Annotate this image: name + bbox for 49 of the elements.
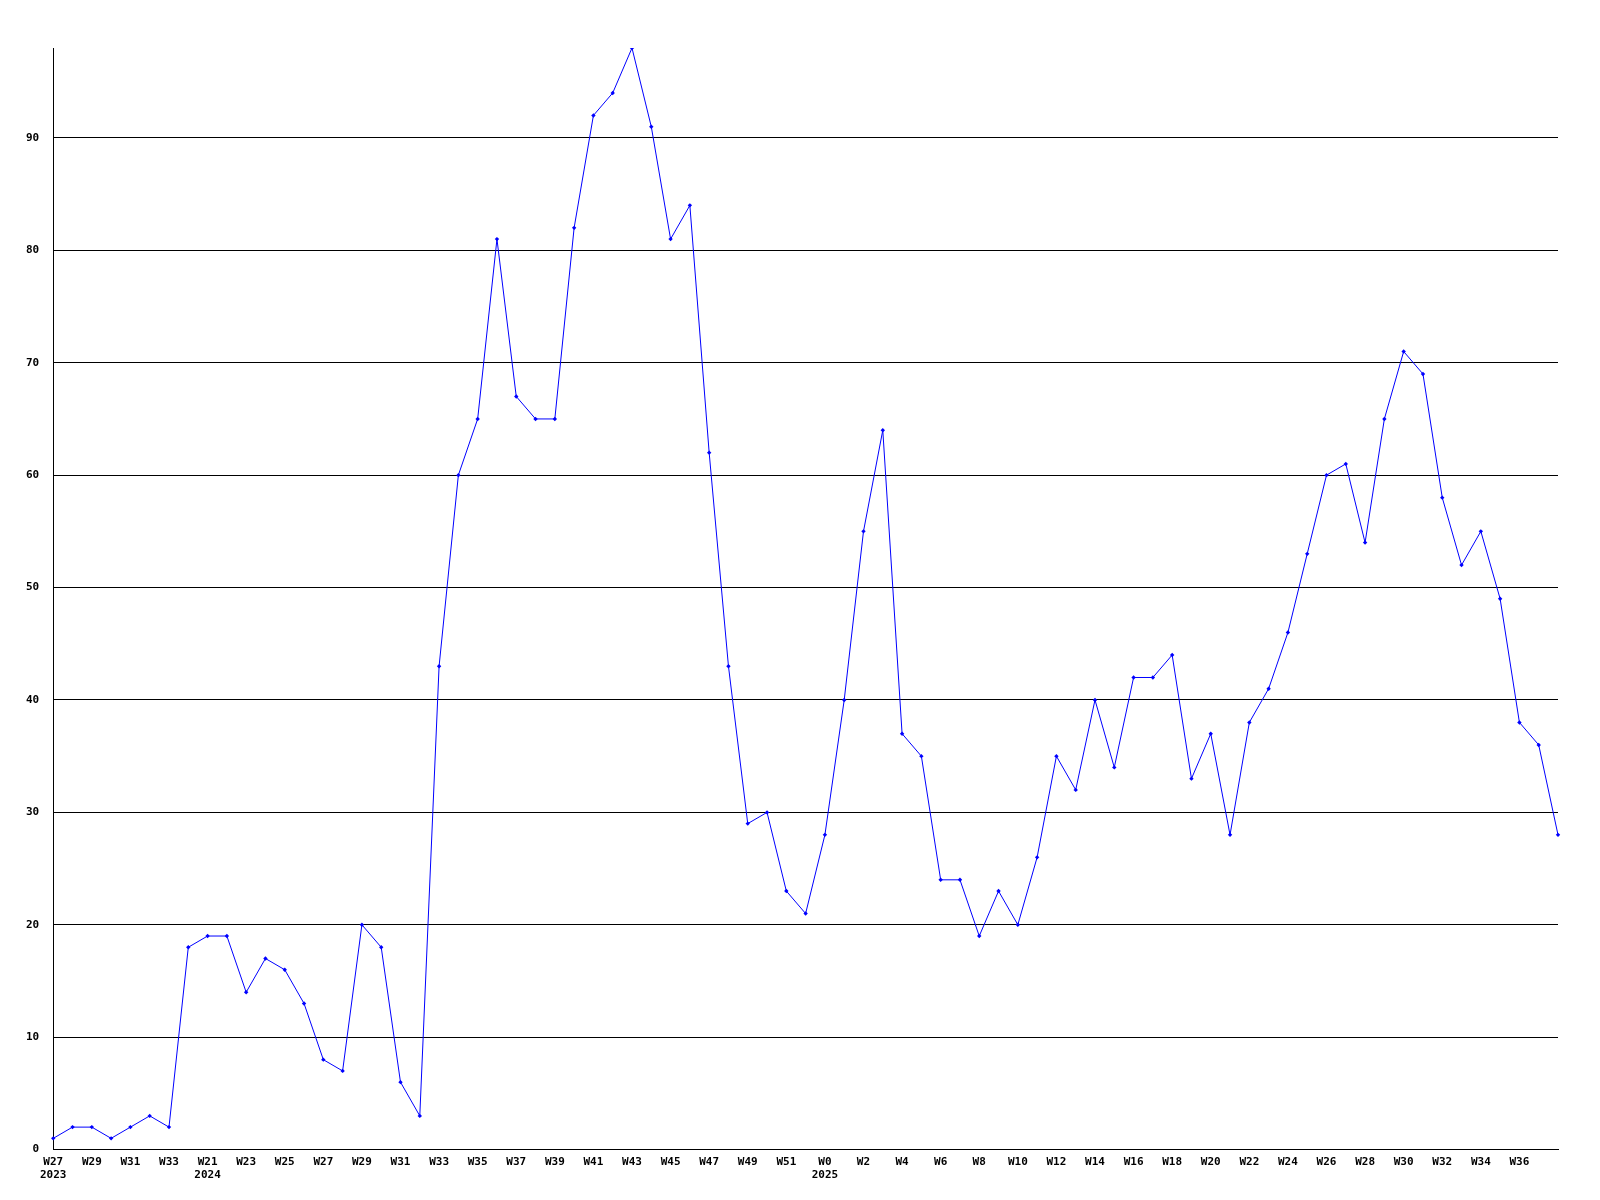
x-tick-label: W18 <box>1162 1155 1183 1169</box>
x-tick-label: W27 <box>313 1155 334 1169</box>
x-tick-label: W20 <box>1200 1155 1221 1169</box>
x-tick-label: W30 <box>1393 1155 1414 1169</box>
y-tick-label: 0 <box>32 1142 40 1156</box>
x-tick-label: W32 <box>1432 1155 1453 1169</box>
x-tick-label: W4 <box>895 1155 910 1169</box>
x-tick-label: W45 <box>660 1155 681 1169</box>
y-tick-label: 30 <box>26 805 40 819</box>
x-tick-label: W2 <box>856 1155 871 1169</box>
x-tick-label: W36 <box>1509 1155 1530 1169</box>
x-tick-label: W34 <box>1470 1155 1492 1169</box>
x-tick-label: W29 <box>351 1155 372 1169</box>
x-tick-label: W31 <box>120 1155 141 1169</box>
x-tick-label: W27 2023 <box>40 1155 67 1182</box>
x-tick-label: W24 <box>1277 1155 1299 1169</box>
x-tick-label: W41 <box>583 1155 604 1169</box>
x-tick-label: W22 <box>1239 1155 1260 1169</box>
y-tick-label: 60 <box>26 468 40 482</box>
x-tick-label: W33 <box>159 1155 179 1169</box>
x-tick-label: W25 <box>274 1155 295 1169</box>
x-tick-label: W51 <box>776 1155 797 1169</box>
y-tick-label: 50 <box>26 580 40 594</box>
x-tick-label: W33 <box>429 1155 450 1169</box>
x-tick-label: W43 <box>622 1155 642 1169</box>
x-tick-label: W37 <box>506 1155 527 1169</box>
x-tick-label: W47 <box>699 1155 720 1169</box>
x-tick-label: W6 <box>934 1155 948 1169</box>
x-tick-label: W26 <box>1316 1155 1337 1169</box>
x-tick-label: W8 <box>972 1155 986 1169</box>
y-tick-label: 80 <box>26 243 40 257</box>
x-tick-label: W21 2024 <box>194 1155 222 1182</box>
x-tick-label: W14 <box>1085 1155 1106 1169</box>
x-tick-label: W39 <box>544 1155 565 1169</box>
x-tick-label: W12 <box>1046 1155 1067 1169</box>
y-tick-label: 90 <box>26 130 40 144</box>
x-tick-label: W23 <box>236 1155 257 1169</box>
y-tick-label: 20 <box>26 917 40 931</box>
y-tick-label: 10 <box>26 1030 40 1044</box>
x-tick-label: W16 <box>1123 1155 1144 1169</box>
x-tick-label: W28 <box>1355 1155 1376 1169</box>
x-tick-label: W49 <box>737 1155 758 1169</box>
x-tick-label: W29 <box>81 1155 102 1169</box>
x-tick-label: W10 <box>1007 1155 1028 1169</box>
y-tick-label: 70 <box>26 355 40 369</box>
x-tick-label: W31 <box>390 1155 411 1169</box>
x-tick-label: W35 <box>467 1155 488 1169</box>
y-tick-label: 40 <box>26 692 40 706</box>
x-tick-label: W0 2025 <box>811 1155 839 1182</box>
